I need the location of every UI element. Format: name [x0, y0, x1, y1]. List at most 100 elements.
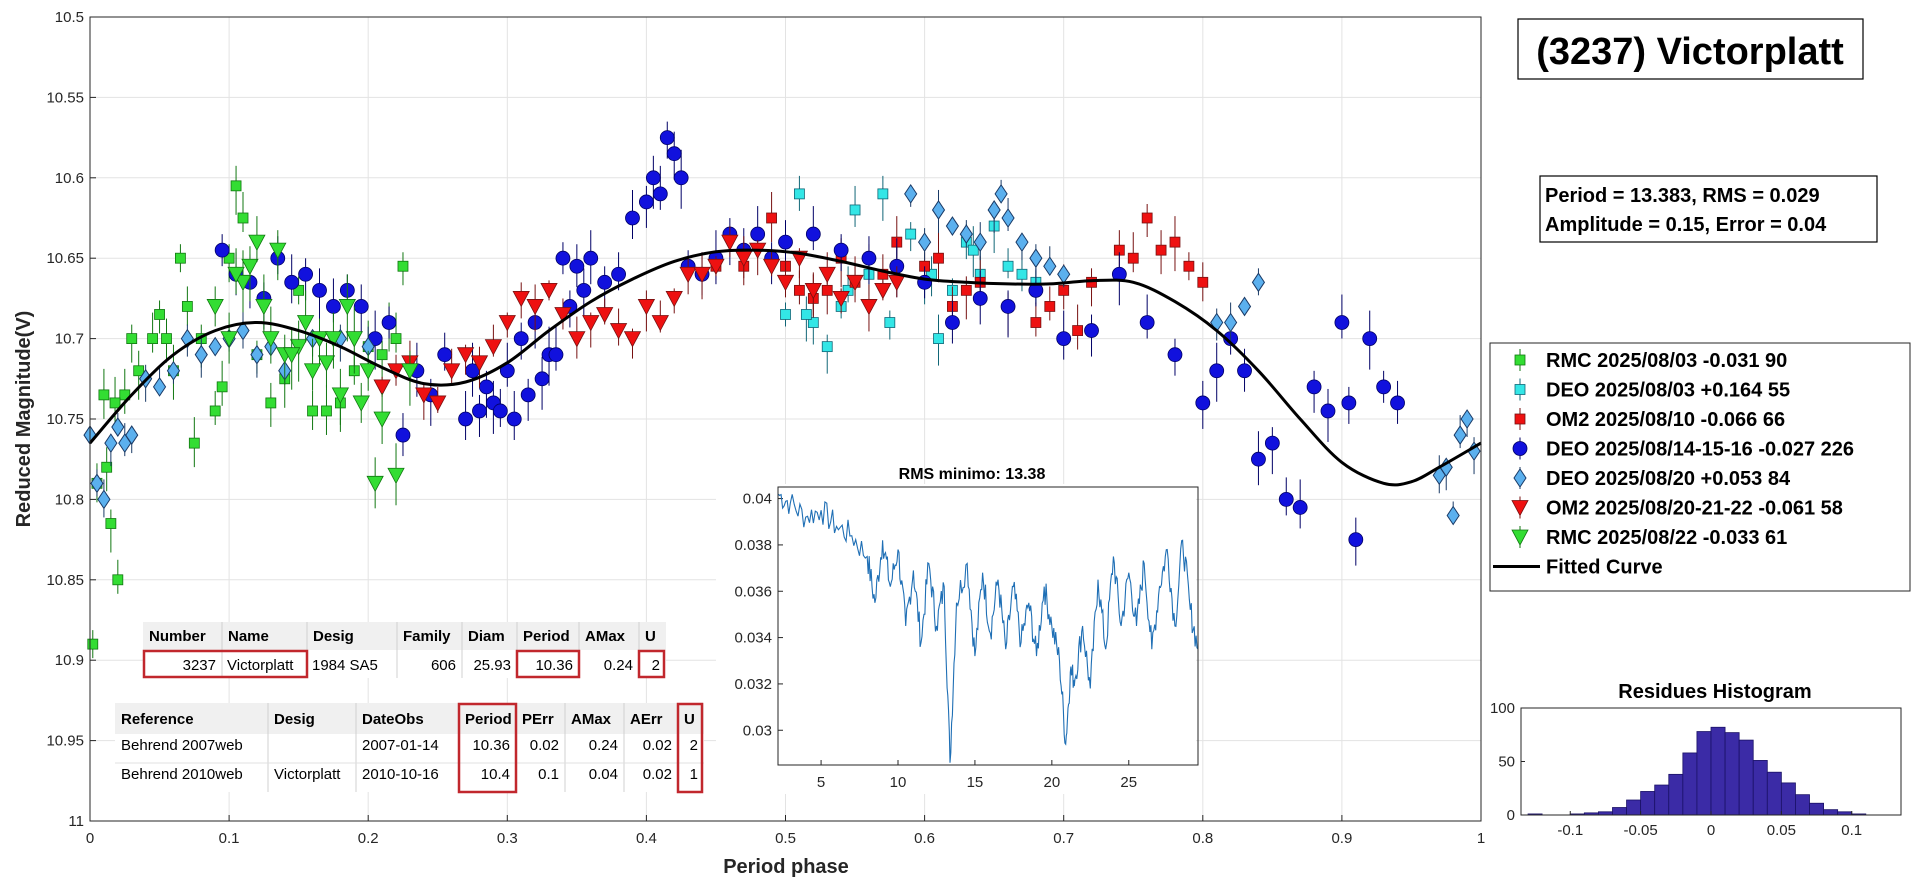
data-point: [317, 355, 336, 372]
data-point: [596, 307, 614, 324]
data-point: [750, 226, 766, 242]
inset-x-tick-label: 25: [1120, 774, 1137, 791]
highlight-u: [637, 649, 666, 679]
data-point: [673, 170, 689, 186]
table2-header-bg: [115, 703, 704, 734]
data-point: [1015, 232, 1029, 253]
data-point: [665, 290, 683, 308]
table2-cell: 1: [690, 766, 698, 783]
data-point: [492, 403, 508, 419]
x-tick-label: 0.5: [775, 830, 796, 847]
data-point: [1390, 395, 1405, 411]
table1-header: Period: [523, 628, 570, 645]
data-point: [109, 397, 121, 409]
table2-cell: Behrend 2010web: [121, 766, 243, 783]
y-tick-labels: 10.5 10.55 10.6 10.65 10.7 10.75 10.8 10.85 10.9…: [46, 9, 84, 830]
data-point: [234, 274, 252, 292]
data-point: [152, 376, 167, 397]
inset-tick-labels: 5 10 15 20 25 0.03 0.032 0.034 0.036 0.038 0.04: [734, 491, 1137, 791]
table2-cell: 2007-01-14: [362, 737, 439, 754]
data-point: [987, 200, 1001, 220]
data-point: [298, 266, 314, 282]
data-point: [255, 299, 273, 316]
data-point: [373, 411, 391, 428]
histogram-bar: [1738, 739, 1754, 816]
reference-table-1: Number Name Desig Family Diam Period AMax U 3237…: [142, 622, 666, 679]
reference-table-2: Reference Desig DateObs Period PErr AMax AErr U…: [115, 702, 704, 794]
data-point: [637, 299, 656, 316]
data-point: [1292, 500, 1308, 515]
data-point: [821, 341, 833, 353]
table1-cell: 0.24: [604, 657, 633, 674]
data-point: [967, 244, 979, 256]
y-tick-label: 10.9: [55, 652, 84, 669]
data-point: [484, 339, 503, 356]
y-axis-label: Reduced Magnitude(V): [13, 311, 35, 528]
legend-items: RMC 2025/08/03 -0.031 90 DEO 2025/08/03 +…: [1493, 349, 1854, 579]
data-point: [98, 389, 110, 401]
data-point: [206, 299, 224, 316]
histogram-bar: [1668, 773, 1684, 816]
data-point: [265, 397, 277, 409]
data-point: [1002, 260, 1014, 272]
data-point: [216, 381, 228, 393]
rms-inset-plot: RMS minimo: 13.38 5 10 15 20 25 0.03 0.032 0.03…: [716, 466, 1199, 794]
data-series-layer: [83, 121, 1482, 659]
table2-cell: 0.02: [643, 766, 672, 783]
data-point: [849, 204, 861, 216]
stats-amplitude-error: Amplitude = 0.15, Error = 0.04: [1545, 214, 1827, 236]
data-point: [513, 331, 529, 347]
data-point: [1084, 323, 1099, 338]
hist-x-tick-label: 0.1: [1841, 822, 1862, 839]
legend-marker: [1514, 384, 1526, 395]
data-point: [126, 333, 138, 345]
histogram-bar: [1682, 752, 1698, 816]
table2-cell: Behrend 2007web: [121, 737, 243, 754]
data-point: [625, 210, 640, 226]
y-tick-label: 10.85: [46, 572, 84, 589]
data-point: [415, 387, 433, 404]
data-point: [147, 333, 158, 345]
data-point: [97, 489, 111, 510]
data-point: [569, 258, 585, 274]
table1-cell: Victorplatt: [227, 657, 294, 674]
data-point: [1000, 299, 1016, 314]
data-point: [973, 232, 987, 253]
data-point: [776, 274, 795, 292]
data-point: [161, 333, 172, 345]
histogram-title: Residues Histogram: [1618, 681, 1811, 703]
data-point: [548, 347, 564, 363]
legend-label: DEO 2025/08/14-15-16 -0.027 226: [1546, 439, 1854, 461]
data-point: [376, 349, 388, 361]
data-point: [762, 258, 781, 276]
legend-label: Fitted Curve: [1546, 557, 1663, 579]
data-point: [397, 260, 409, 272]
data-point: [498, 315, 516, 332]
data-point: [331, 387, 350, 404]
legend-entry: OM2 2025/08/20-21-22 -0.061 58: [1511, 496, 1843, 520]
data-point: [90, 473, 104, 494]
data-point: [479, 379, 494, 395]
table1-cell: 25.93: [473, 657, 511, 674]
data-point: [884, 317, 896, 328]
histogram-bars: [1527, 726, 1867, 816]
data-point: [568, 331, 586, 348]
data-point: [1072, 325, 1084, 336]
data-point: [307, 405, 318, 417]
legend: RMC 2025/08/03 -0.031 90 DEO 2025/08/03 +…: [1489, 342, 1911, 592]
data-point: [1044, 301, 1056, 312]
data-point: [1320, 403, 1336, 419]
data-point: [181, 301, 193, 312]
data-point: [1209, 363, 1225, 379]
data-point: [794, 188, 805, 200]
data-point: [778, 234, 793, 250]
histogram-bar: [1809, 802, 1824, 816]
data-point: [972, 290, 988, 306]
y-tick-label: 10.75: [46, 411, 84, 428]
data-point: [303, 363, 322, 380]
data-point: [1362, 331, 1378, 347]
data-point: [818, 266, 836, 284]
data-point: [429, 395, 447, 412]
data-point: [470, 355, 489, 372]
hist-y-tick-label: 50: [1498, 754, 1515, 771]
